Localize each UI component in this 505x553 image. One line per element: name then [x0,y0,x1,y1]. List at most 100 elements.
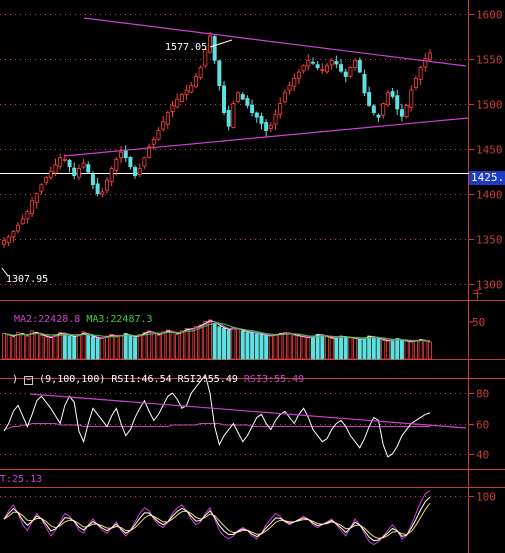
candle-body [390,91,395,97]
volume-bar [119,334,124,360]
candle-body [170,105,175,112]
volume-bar [20,333,25,360]
volume-bar [325,336,330,360]
volume-bar [353,338,358,360]
volume-bar [329,338,334,360]
rsi1-line [3,373,431,458]
candle-body [25,211,30,220]
rsi3-line [3,423,430,431]
candle-body [39,184,44,192]
candle-body [404,105,409,118]
candle-body [2,240,7,245]
collapse-toggle-icon[interactable]: − [24,376,34,385]
candle-body [119,151,124,158]
volume-bar [343,336,348,360]
candle-body [367,92,372,106]
candle-body [58,157,63,167]
price-tick-label: 1300 [476,279,503,292]
candle-body [16,224,21,232]
low-annotation-pointer [1,267,9,277]
candle-body [268,124,273,129]
candle-body [147,146,152,158]
osc-gridlines: 100 [0,491,496,504]
volume-bar [95,338,100,360]
candle-body [348,67,353,77]
candle-body [30,200,35,214]
volume-bar [147,330,152,360]
candle-body [315,64,320,68]
candle-body [62,159,67,161]
price-y-ticks: 1600 1550 1500 1450 1400 1350 1300 [469,9,503,292]
candle-body [250,104,255,114]
candle-body [339,64,344,72]
candle-body [100,191,105,195]
volume-tick-50: 50 [472,316,485,329]
candle-body [273,114,278,125]
osc-legend: T:25.13 [0,474,43,485]
candle-body [11,231,16,238]
volume-bar [381,339,386,360]
lower-trendline [63,117,469,157]
current-price-tag: 1425.1 [469,171,505,185]
candle-body [179,94,184,102]
volume-bar [409,341,414,360]
candle-body [385,92,390,106]
candle-body [413,77,418,88]
volume-bar [114,336,119,360]
candle-body [165,112,170,125]
candle-body [123,149,128,159]
volume-ma-lines [3,320,431,343]
volume-bar [104,335,109,360]
volume-bar [133,337,138,360]
volume-bar [16,332,21,360]
osc-d-line [3,502,431,539]
candle-body [6,236,11,244]
volume-bar [142,332,147,360]
volume-bar [348,337,353,360]
rsi-tick-label: 80 [476,388,489,401]
rsi-paren-fragment: ) [12,374,19,385]
price-tick-label: 1500 [476,99,503,112]
volume-bar [390,339,395,360]
candle-body [189,85,194,93]
volume-bar [11,336,16,360]
candle-body [264,122,269,132]
candle-body [53,164,58,174]
volume-bar [100,337,105,360]
volume-bar [58,332,63,360]
candle-body [343,71,348,77]
volume-ma2-label: MA2:22428.8 [14,314,81,325]
volume-bar [86,334,91,360]
upper-trendline [83,17,467,67]
volume-bar [226,329,231,360]
volume-bar [156,334,161,360]
candle-body [282,92,287,103]
volume-bar [310,335,315,360]
volume-bar [427,341,432,360]
candlesticks [2,31,432,249]
candle-body [399,109,404,117]
volume-bar [39,334,44,360]
candle-body [320,68,325,71]
volume-bar [189,328,194,360]
volume-bar [357,339,362,360]
volume-bar [193,326,198,360]
candle-body [217,60,222,86]
rsi-tick-label: 60 [476,419,489,432]
volume-bar [371,336,376,360]
candle-body [310,61,315,64]
volume-bar [123,333,128,360]
volume-unit-label: 千 [472,288,483,301]
candle-body [362,74,367,94]
volume-bar [184,327,189,360]
rsi-trendline [29,393,467,429]
volume-bar [44,336,49,360]
volume-bar [282,332,287,360]
volume-bar [250,331,255,360]
volume-bar [278,333,283,360]
volume-bar [170,332,175,360]
osc-lines [3,490,431,546]
candle-body [287,85,292,91]
